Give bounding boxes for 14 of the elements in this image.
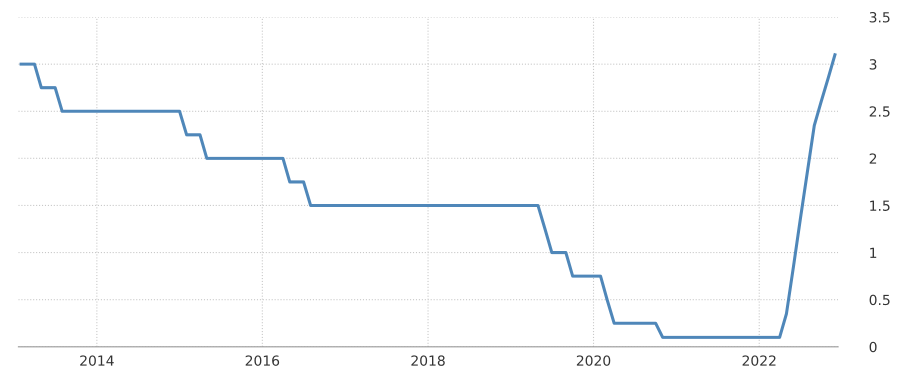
y-tick-label: 1.5: [870, 200, 890, 211]
x-tick-label: 2020: [576, 355, 610, 366]
y-tick-label: 0.5: [870, 294, 890, 306]
y-tick-label: 1: [870, 248, 876, 258]
y-tick-label: 2: [870, 153, 876, 164]
x-tick-label: 2014: [80, 355, 114, 366]
y-tick-label: 3: [870, 59, 876, 70]
x-tick-label: 2016: [246, 355, 280, 366]
line-series: [20, 53, 836, 339]
y-tick-label: 2.5: [870, 106, 890, 117]
x-tick-label: 2018: [411, 355, 445, 366]
y-tick-label: 0: [870, 342, 877, 352]
x-tick-label: 2022: [742, 355, 776, 366]
y-tick-label: 3.5: [870, 12, 890, 23]
